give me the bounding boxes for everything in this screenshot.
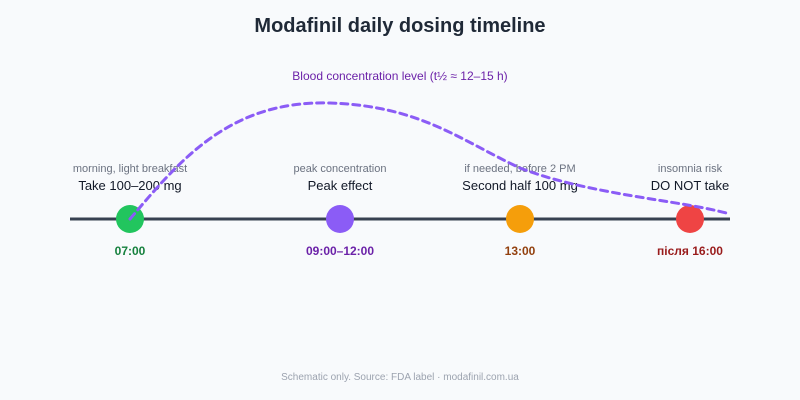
event-time: 07:00 <box>115 244 146 258</box>
event-action: Take 100–200 mg <box>78 178 181 193</box>
event-time: 13:00 <box>505 244 536 258</box>
page-title: Modafinil daily dosing timeline <box>254 15 545 37</box>
concentration-curve <box>128 101 732 221</box>
event-action: Second half 100 mg <box>462 178 578 193</box>
event-note: peak concentration <box>294 163 387 175</box>
event-marker <box>506 205 534 233</box>
event-note: insomnia risk <box>658 163 723 175</box>
footer-note: Schematic only. Source: FDA label · moda… <box>281 372 519 383</box>
event-marker <box>326 205 354 233</box>
event-action: Peak effect <box>308 178 373 193</box>
event-time: після 16:00 <box>657 244 723 258</box>
event-time: 09:00–12:00 <box>306 244 374 258</box>
timeline-events: morning, light breakfast Take 100–200 mg 0… <box>73 163 729 258</box>
event-marker <box>676 205 704 233</box>
event-note: morning, light breakfast <box>73 163 187 175</box>
event-action: DO NOT take <box>651 178 730 193</box>
curve-label: Blood concentration level (t½ ≈ 12–15 h) <box>292 69 507 83</box>
